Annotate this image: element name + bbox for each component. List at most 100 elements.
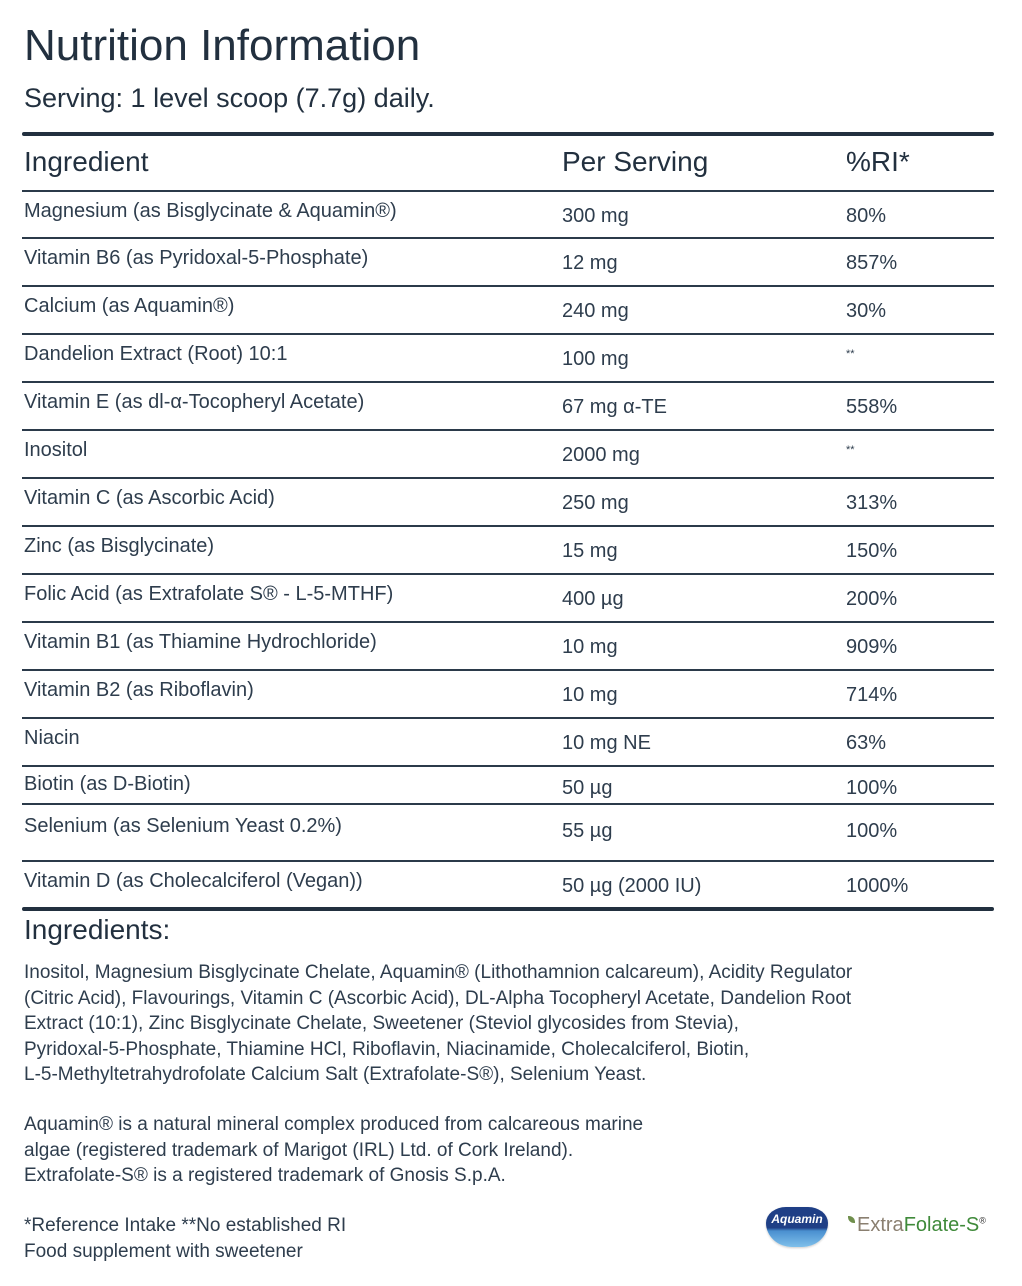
ri-value: 30% [846, 300, 887, 322]
leaf-icon [848, 1216, 855, 1223]
per-serving-value: 100 mg [562, 348, 629, 370]
ri-value: 909% [846, 636, 898, 658]
ri-value: ** [846, 348, 855, 360]
table-row: Niacin 10 mg NE 63% [22, 719, 994, 765]
ri-value: 1000% [846, 875, 909, 897]
per-serving-value: 67 mg α-TE [562, 396, 667, 418]
table-body: Magnesium (as Bisglycinate & Aquamin®) 30… [22, 192, 994, 907]
header-rule [22, 190, 994, 192]
ingredients-line: Pyridoxal-5-Phosphate, Thiamine HCl, Rib… [24, 1038, 750, 1060]
ri-value: 100% [846, 820, 898, 842]
page-title: Nutrition Information [24, 21, 421, 70]
table-bottom-rule [22, 907, 994, 911]
per-serving-value: 10 mg [562, 684, 618, 706]
ingredients-line: Inositol, Magnesium Bisglycinate Chelate… [24, 962, 853, 983]
row-rule [22, 621, 994, 623]
ingredient-name: Vitamin C (as Ascorbic Acid) [24, 487, 275, 509]
per-serving-value: 10 mg NE [562, 732, 651, 754]
table-row: Vitamin C (as Ascorbic Acid) 250 mg 313% [22, 479, 994, 525]
table-row: Calcium (as Aquamin®) 240 mg 30% [22, 287, 994, 333]
per-serving-value: 50 µg (2000 IU) [562, 875, 702, 897]
footer-notes: *Reference Intake **No established RI Fo… [24, 1213, 346, 1264]
ingredient-name: Vitamin B2 (as Riboflavin) [24, 679, 254, 701]
ri-value: 714% [846, 684, 898, 706]
row-rule [22, 717, 994, 719]
table-top-rule [22, 132, 994, 136]
ingredients-line: (Citric Acid), Flavourings, Vitamin C (A… [24, 987, 852, 1009]
ri-value: 857% [846, 252, 898, 274]
table-row: Vitamin B1 (as Thiamine Hydrochloride) 10… [22, 623, 994, 669]
reference-intake-note: *Reference Intake **No established RI [24, 1215, 347, 1236]
per-serving-value: 400 µg [562, 588, 624, 610]
table-row: Zinc (as Bisglycinate) 15 mg 150% [22, 527, 994, 573]
table-row: Dandelion Extract (Root) 10:1 100 mg ** [22, 335, 994, 381]
extrafolate-logo: ExtraFolate-S® [848, 1214, 986, 1237]
column-header-ingredient: Ingredient [24, 146, 149, 177]
ingredients-list: Inositol, Magnesium Bisglycinate Chelate… [24, 960, 984, 1088]
trademark-note-line: Extrafolate-S® is a registered trademark… [24, 1165, 506, 1186]
ingredients-line: Extract (10:1), Zinc Bisglycinate Chelat… [24, 1013, 739, 1034]
table-header: Ingredient Per Serving %RI* [22, 136, 994, 190]
row-rule [22, 333, 994, 335]
column-header-ri: %RI* [846, 146, 910, 177]
extrafolate-logo-folate: Folate-S [903, 1214, 980, 1236]
table-row: Vitamin D (as Cholecalciferol (Vegan)) 50… [22, 862, 994, 907]
row-rule [22, 429, 994, 431]
aquamin-logo-text: Aquamin [771, 1212, 823, 1226]
trademark-note-line: Aquamin® is a natural mineral complex pr… [24, 1114, 644, 1135]
row-rule [22, 669, 994, 671]
ri-value: 150% [846, 540, 898, 562]
ingredient-name: Zinc (as Bisglycinate) [24, 535, 215, 557]
ingredient-name: Calcium (as Aquamin®) [24, 295, 235, 317]
ri-value: 100% [846, 777, 898, 799]
per-serving-value: 2000 mg [562, 444, 640, 466]
ri-value: ** [846, 444, 855, 456]
row-rule [22, 381, 994, 383]
ingredient-name: Dandelion Extract (Root) 10:1 [24, 343, 288, 365]
ri-value: 313% [846, 492, 898, 514]
row-rule [22, 285, 994, 287]
ingredient-name: Selenium (as Selenium Yeast 0.2%) [24, 815, 342, 837]
ingredient-name: Vitamin B6 (as Pyridoxal-5-Phosphate) [24, 247, 369, 269]
aquamin-logo: Aquamin [766, 1207, 828, 1247]
row-rule [22, 860, 994, 862]
nutrition-table: Ingredient Per Serving %RI* Magnesium (a… [22, 132, 994, 911]
table-row: Biotin (as D-Biotin) 50 µg 100% [22, 767, 994, 803]
ri-value: 63% [846, 732, 887, 754]
ri-value: 558% [846, 396, 898, 418]
per-serving-value: 300 mg [562, 205, 629, 227]
ingredient-name: Niacin [24, 727, 80, 749]
trademark-notes: Aquamin® is a natural mineral complex pr… [24, 1112, 643, 1189]
row-rule [22, 237, 994, 239]
ingredient-name: Vitamin B1 (as Thiamine Hydrochloride) [24, 631, 377, 653]
extrafolate-logo-extra: Extra [857, 1214, 904, 1236]
column-header-per-serving: Per Serving [562, 146, 709, 177]
row-rule [22, 477, 994, 479]
serving-size: Serving: 1 level scoop (7.7g) daily. [24, 83, 435, 113]
food-supplement-note: Food supplement with sweetener [24, 1240, 303, 1262]
per-serving-value: 15 mg [562, 540, 618, 562]
table-row: Vitamin E (as dl-α-Tocopheryl Acetate) 67… [22, 383, 994, 429]
per-serving-value: 250 mg [562, 492, 629, 514]
row-rule [22, 573, 994, 575]
ingredient-name: Biotin (as D-Biotin) [24, 773, 191, 795]
per-serving-value: 55 µg [562, 820, 613, 842]
trademark-note-line: algae (registered trademark of Marigot (… [24, 1139, 574, 1161]
ingredient-name: Folic Acid (as Extrafolate S® - L-5-MTHF… [24, 583, 394, 605]
table-row: Vitamin B2 (as Riboflavin) 10 mg 714% [22, 671, 994, 717]
ingredients-heading: Ingredients: [24, 914, 171, 945]
registered-mark: ® [979, 1215, 986, 1226]
per-serving-value: 240 mg [562, 300, 629, 322]
row-rule [22, 803, 994, 805]
ingredient-name: Magnesium (as Bisglycinate & Aquamin®) [24, 200, 397, 222]
per-serving-value: 50 µg [562, 777, 613, 799]
ingredient-name: Inositol [24, 439, 88, 461]
ingredient-name: Vitamin E (as dl-α-Tocopheryl Acetate) [24, 391, 365, 413]
ingredients-line: L-5-Methyltetrahydrofolate Calcium Salt … [24, 1064, 647, 1085]
table-row: Vitamin B6 (as Pyridoxal-5-Phosphate) 12 … [22, 239, 994, 285]
row-rule [22, 525, 994, 527]
table-row: Inositol 2000 mg ** [22, 431, 994, 477]
ri-value: 80% [846, 205, 887, 227]
ingredient-name: Vitamin D (as Cholecalciferol (Vegan)) [24, 870, 363, 892]
table-row: Folic Acid (as Extrafolate S® - L-5-MTHF… [22, 575, 994, 621]
